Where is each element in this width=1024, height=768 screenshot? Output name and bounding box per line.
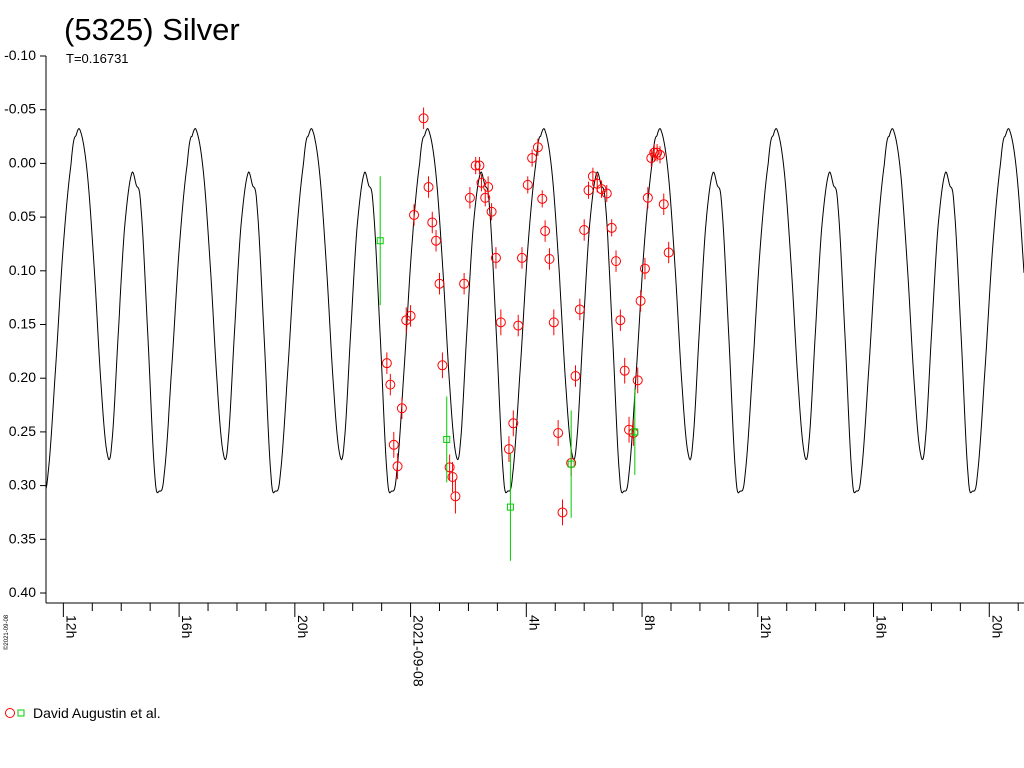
data-point-circle xyxy=(513,320,524,331)
data-point-circle xyxy=(480,192,491,203)
y-tick-label: 0.25 xyxy=(9,423,36,439)
data-point-circle xyxy=(557,507,568,518)
data-point-circle xyxy=(483,182,494,193)
data-point-circle xyxy=(431,235,442,246)
data-point-circle xyxy=(553,427,564,438)
data-point-square xyxy=(567,460,575,468)
data-point-circle xyxy=(405,310,416,321)
data-point-circle xyxy=(611,256,622,267)
data-point-circle xyxy=(522,179,533,190)
data-point-circle xyxy=(434,278,445,289)
x-date-label: 2021-09-08 xyxy=(411,615,427,687)
data-point-circle xyxy=(490,252,501,263)
y-ticks: -0.10 -0.05 0.00 0.05 0.10 0.15 0.20 0.25 0.30 0.… xyxy=(4,47,46,600)
data-point-circle xyxy=(548,317,559,328)
data-point-circle xyxy=(606,222,617,233)
chart-subtitle: T=0.16731 xyxy=(66,51,129,66)
axes xyxy=(45,56,1024,604)
data-point-circle xyxy=(646,153,657,164)
data-point-circle xyxy=(652,147,663,158)
data-point-circle xyxy=(409,209,420,220)
data-point-circle xyxy=(418,113,429,124)
data-point-circle xyxy=(447,472,458,483)
y-tick-label: -0.10 xyxy=(4,47,36,63)
data-point-square xyxy=(376,237,384,245)
data-point-circle xyxy=(544,253,555,264)
y-tick-label: 0.15 xyxy=(9,316,36,332)
data-point-circle xyxy=(658,199,669,210)
y-tick-label: 0.40 xyxy=(9,584,36,600)
y-tick-label: -0.05 xyxy=(4,101,36,117)
data-point-circle xyxy=(516,252,527,263)
data-point-circle xyxy=(540,226,551,237)
data-point-circle xyxy=(437,360,448,371)
data-point-circle xyxy=(470,160,481,171)
data-point-circle xyxy=(503,444,514,455)
legend-circle-marker xyxy=(5,708,15,718)
x-tick-label: 16h xyxy=(179,615,195,638)
copyright-label: ©2021-09-08 xyxy=(3,614,10,650)
data-point-circle xyxy=(663,247,674,258)
legend: David Augustin et al. xyxy=(5,705,161,721)
data-point-circle xyxy=(396,403,407,414)
data-point-circle xyxy=(583,185,594,196)
data-point-circle xyxy=(385,379,396,390)
data-point-circle xyxy=(537,193,548,204)
data-point-circle xyxy=(474,160,485,171)
data-point-circle xyxy=(450,491,461,502)
y-tick-label: 0.05 xyxy=(9,208,36,224)
data-point-circle xyxy=(381,358,392,369)
data-point-circle xyxy=(649,147,660,158)
x-tick-label: 4h xyxy=(526,615,542,631)
x-tick-label: 20h xyxy=(989,615,1005,638)
x-tick-label: 12h xyxy=(63,615,79,638)
data-point-circle xyxy=(570,371,581,382)
data-point-circle xyxy=(635,295,646,306)
data-point-circle xyxy=(642,192,653,203)
data-point-circle xyxy=(654,149,665,160)
data-point-circle xyxy=(508,418,519,429)
data-point-circle xyxy=(444,462,455,473)
chart-title: (5325) Silver xyxy=(64,12,240,47)
data-point-circle xyxy=(619,365,630,376)
data-point-circle xyxy=(601,188,612,199)
data-point-circle xyxy=(423,182,434,193)
data-point-circle xyxy=(495,317,506,328)
data-point-circle xyxy=(574,304,585,315)
data-point-circle xyxy=(615,315,626,326)
legend-square-marker xyxy=(17,709,25,717)
data-point-circle xyxy=(388,439,399,450)
data-point-square xyxy=(631,428,639,436)
data-point-circle xyxy=(392,461,403,472)
x-ticks: 12h 16h 20h 2021-09-08 4h 8h 12h 16h 20h xyxy=(62,603,1019,687)
data-point-circle xyxy=(459,278,470,289)
x-tick-label: 16h xyxy=(874,615,890,638)
legend-label: David Augustin et al. xyxy=(33,705,161,721)
data-point-circle xyxy=(464,192,475,203)
model-curve xyxy=(45,127,1024,494)
y-tick-label: 0.20 xyxy=(9,369,36,385)
y-tick-label: 0.10 xyxy=(9,262,36,278)
data-point-square xyxy=(443,435,451,443)
y-tick-label: 0.00 xyxy=(9,154,36,170)
data-point-circle xyxy=(632,375,643,386)
data-point-circle xyxy=(486,206,497,217)
data-point-square xyxy=(506,503,514,511)
data-point-circle xyxy=(639,263,650,274)
points-layer xyxy=(376,107,674,561)
y-tick-label: 0.35 xyxy=(9,530,36,546)
x-tick-label: 12h xyxy=(758,615,774,638)
data-point-circle xyxy=(579,224,590,235)
data-point-circle xyxy=(532,142,543,153)
model-layer xyxy=(45,127,1024,494)
y-tick-label: 0.30 xyxy=(9,477,36,493)
x-tick-label: 20h xyxy=(295,615,311,638)
x-tick-label: 8h xyxy=(642,615,658,631)
data-point-circle xyxy=(527,153,538,164)
data-point-circle xyxy=(427,217,438,228)
